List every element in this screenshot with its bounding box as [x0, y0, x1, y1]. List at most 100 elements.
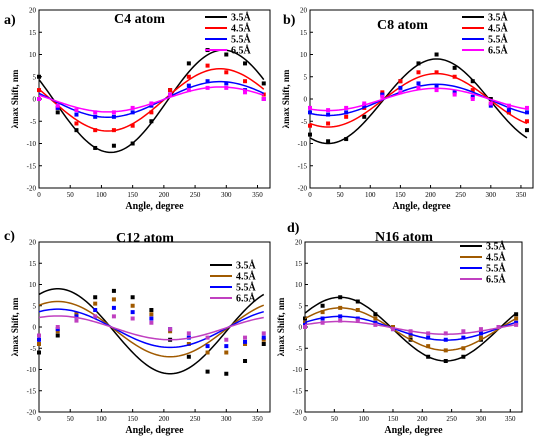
chart-panel-3: 0 50 100 150 200 250 300 350 -20 -15 -10 -5 0 5 10 15 20… — [4, 229, 271, 436]
fit-line-3.5Å — [38, 288, 265, 375]
y-tick-label: 10 — [29, 281, 37, 289]
data-point — [362, 101, 367, 106]
data-point — [149, 101, 154, 106]
data-point — [55, 110, 60, 115]
data-point — [416, 81, 421, 86]
data-point — [344, 137, 349, 142]
y-tick-label: 10 — [29, 51, 37, 59]
data-point — [514, 320, 519, 325]
y-axis-label: λmax Shift, nm — [10, 69, 20, 128]
data-point — [434, 88, 439, 93]
chart-title: C12 atom — [116, 231, 174, 246]
data-point — [355, 316, 360, 321]
data-point — [37, 97, 41, 101]
x-tick-label: 200 — [425, 191, 436, 199]
data-point — [426, 354, 431, 359]
data-point — [205, 63, 210, 68]
y-tick-label: -20 — [27, 409, 37, 417]
data-point — [338, 305, 343, 310]
data-point — [478, 331, 483, 336]
data-point — [434, 70, 439, 75]
x-tick-label: 0 — [37, 191, 41, 199]
y-tick-label: 5 — [33, 73, 37, 81]
data-point — [37, 333, 41, 338]
data-point — [398, 85, 403, 90]
data-point — [308, 110, 312, 115]
data-point — [55, 103, 60, 108]
y-tick-label: -10 — [298, 140, 308, 148]
data-point — [111, 114, 116, 119]
x-tick-label: 100 — [365, 191, 376, 199]
x-tick-label: 250 — [455, 191, 466, 199]
data-point — [320, 310, 325, 315]
data-point — [111, 128, 116, 133]
legend-label: 4.5Å — [231, 23, 252, 35]
data-point — [37, 337, 41, 342]
data-point — [373, 322, 378, 327]
y-tick-label: 10 — [300, 51, 308, 59]
data-point — [344, 105, 349, 110]
data-point — [111, 297, 116, 302]
y-tick-label: -20 — [27, 185, 37, 193]
data-point — [408, 329, 413, 334]
data-point — [443, 359, 448, 363]
data-point — [416, 61, 421, 66]
y-tick-label: -15 — [293, 387, 303, 395]
x-tick-label: 250 — [190, 415, 201, 423]
data-point — [224, 337, 229, 342]
data-point — [524, 119, 529, 124]
data-point — [55, 105, 60, 110]
legend-label: 5.5Å — [236, 282, 257, 294]
x-tick-label: 50 — [337, 191, 345, 199]
data-point — [398, 79, 403, 84]
data-point — [130, 110, 135, 115]
y-tick-label: -10 — [27, 366, 37, 374]
x-axis-label: Angle, degree — [125, 425, 184, 436]
data-point — [362, 114, 367, 119]
data-point — [470, 79, 475, 84]
data-point — [303, 322, 307, 327]
chart-title: C4 atom — [114, 12, 165, 27]
y-tick-label: -15 — [298, 162, 308, 170]
data-point — [426, 344, 431, 349]
data-point — [514, 312, 519, 317]
data-point — [355, 299, 360, 304]
chart-panel-4: 0 50 100 150 200 250 300 350 -20 -15 -10 -5 0 5 10 15 20… — [276, 221, 523, 436]
x-tick-label: 0 — [308, 191, 312, 199]
data-point — [111, 288, 116, 293]
data-point — [74, 128, 79, 133]
y-tick-label: 5 — [304, 73, 308, 81]
legend: 3.5Å4.5Å5.5Å6.5Å — [205, 12, 252, 57]
data-point — [93, 301, 98, 306]
data-point — [434, 83, 439, 88]
y-tick-label: -20 — [298, 185, 308, 193]
data-point — [93, 308, 98, 312]
x-tick-label: 250 — [190, 191, 201, 199]
data-point — [205, 85, 210, 90]
panel-label: b) — [283, 13, 296, 28]
data-point — [55, 327, 60, 332]
y-tick-label: 0 — [299, 324, 303, 332]
data-point — [168, 327, 173, 332]
data-point — [416, 85, 421, 90]
data-point — [149, 103, 154, 108]
data-point — [111, 143, 116, 148]
legend-label: 3.5Å — [236, 260, 257, 272]
legend-label: 3.5Å — [231, 12, 252, 24]
data-point — [524, 105, 529, 110]
x-tick-label: 350 — [252, 415, 263, 423]
y-tick-label: 15 — [300, 29, 308, 37]
data-point — [426, 335, 431, 340]
x-tick-label: 150 — [127, 415, 138, 423]
data-point — [514, 322, 519, 327]
data-point — [380, 90, 385, 95]
x-tick-label: 150 — [388, 415, 399, 423]
data-point — [93, 110, 98, 115]
data-point — [478, 327, 483, 332]
x-tick-label: 350 — [505, 415, 516, 423]
data-point — [130, 105, 135, 110]
data-point — [320, 316, 325, 321]
x-tick-label: 150 — [127, 191, 138, 199]
data-point — [390, 325, 395, 329]
